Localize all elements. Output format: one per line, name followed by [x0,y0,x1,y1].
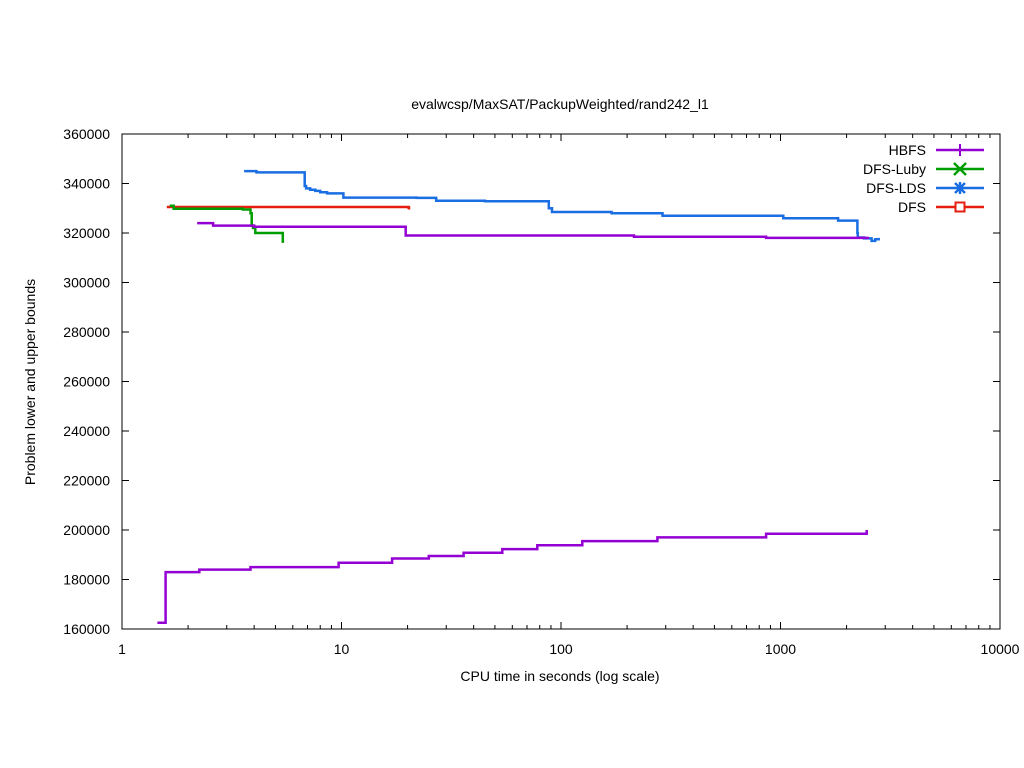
y-tick-label: 300000 [63,275,110,291]
x-tick-label: 1 [118,641,126,657]
series-hbfs-line [197,221,870,240]
legend-label-dfs: DFS [898,199,926,215]
legend-marker-square-icon [954,201,966,213]
y-tick-label: 200000 [63,522,110,538]
series-dfs-line [166,205,411,210]
y-tick-label: 240000 [63,423,110,439]
legend-label-dfs-luby: DFS-Luby [863,161,926,177]
x-axis: 1 10 100 1000 10000 [118,134,1020,657]
legend-marker-star-icon [954,182,966,194]
x-tick-label: 1000 [765,641,796,657]
x-tick-label: 10 [334,641,350,657]
y-tick-label: 260000 [63,374,110,390]
legend-label-hbfs: HBFS [889,142,926,158]
x-tick-label: 10000 [981,641,1020,657]
y-tick-label: 280000 [63,324,110,340]
legend: HBFS DFS-Luby DFS-LDS DFS [863,142,984,215]
y-tick-label: 180000 [63,572,110,588]
x-tick-label: 100 [549,641,573,657]
legend-label-dfs-lds: DFS-LDS [866,180,926,196]
y-axis-label: Problem lower and upper bounds [22,279,38,485]
series-hbfs-line [157,530,868,625]
y-axis: 160000 180000 200000 220000 240000 260000 2800… [63,126,1000,637]
series-layer [157,169,880,625]
chart-title: evalwcsp/MaxSAT/PackupWeighted/rand242_l… [411,96,709,112]
x-axis-label: CPU time in seconds (log scale) [460,668,659,684]
y-tick-label: 160000 [63,621,110,637]
y-tick-label: 360000 [63,126,110,142]
y-tick-label: 340000 [63,176,110,192]
y-tick-label: 320000 [63,225,110,241]
legend-marker-cross-icon [953,162,967,176]
y-tick-label: 220000 [63,473,110,489]
series-dfs-luby-line [169,204,285,243]
